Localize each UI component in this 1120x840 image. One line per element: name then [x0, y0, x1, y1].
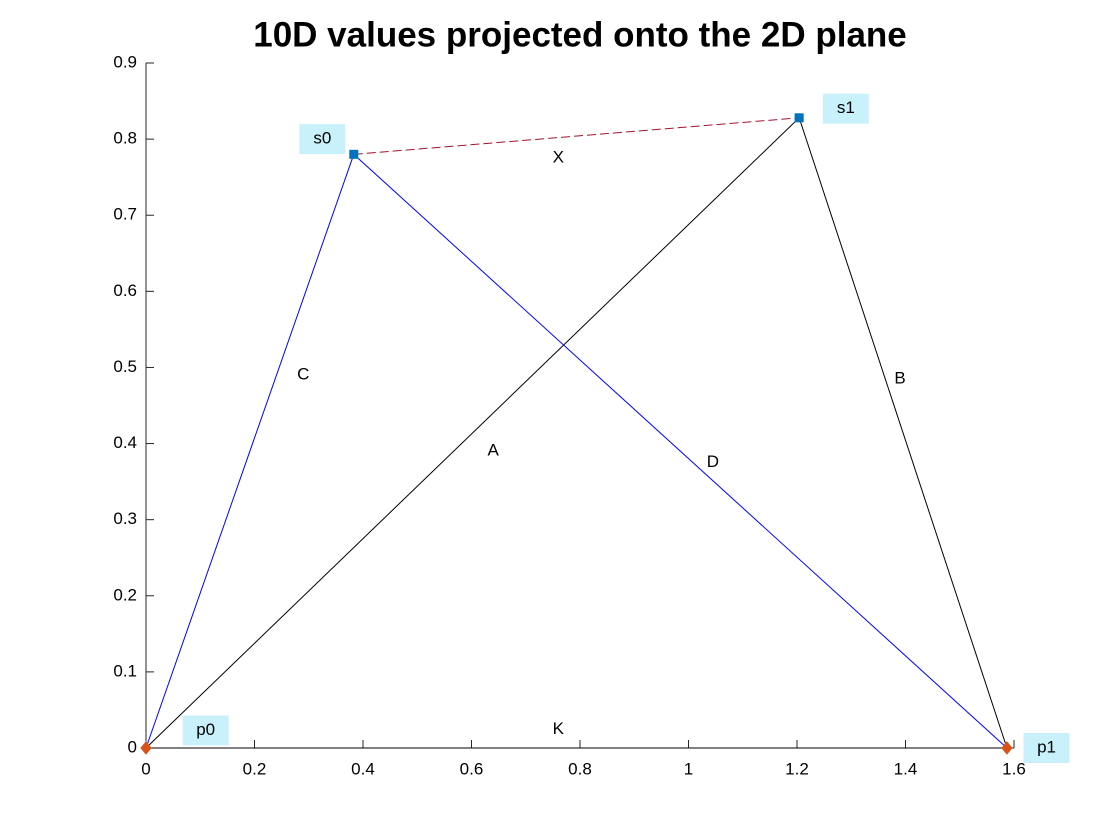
point-label-box	[182, 715, 229, 746]
point-marker	[349, 149, 359, 159]
y-tick-label: 0.8	[113, 129, 137, 148]
x-tick-label: 1	[684, 759, 693, 778]
segment-label: A	[488, 441, 500, 460]
segment-label: X	[553, 148, 564, 167]
x-tick-label: 0.6	[460, 759, 484, 778]
point-marker	[1001, 741, 1013, 755]
point-label-box	[1023, 733, 1070, 763]
segment	[798, 117, 1008, 749]
x-tick-label: 1.6	[1002, 759, 1026, 778]
y-tick-label: 0.5	[113, 357, 137, 376]
point-marker	[140, 741, 152, 755]
segment-label: D	[707, 452, 719, 471]
y-tick-label: 0	[128, 737, 137, 756]
y-tick-label: 0.6	[113, 281, 137, 300]
chart-title: 10D values projected onto the 2D plane	[253, 15, 907, 54]
point-label: s1	[837, 98, 855, 117]
x-tick-label: 0	[141, 759, 150, 778]
y-tick-label: 0.3	[113, 509, 137, 528]
x-tick-label: 0.4	[351, 759, 375, 778]
x-tick-label: 0.2	[243, 759, 267, 778]
segment	[353, 117, 800, 155]
point-marker	[794, 113, 804, 123]
point-label-box	[822, 93, 869, 124]
x-tick-label: 0.8	[568, 759, 592, 778]
x-tick-label: 1.4	[894, 759, 918, 778]
point-label-box	[299, 124, 346, 155]
y-tick-label: 0.1	[113, 661, 137, 680]
segment-label: C	[297, 365, 309, 384]
segment	[145, 117, 800, 749]
point-label: p0	[196, 720, 215, 739]
y-tick-label: 0.7	[113, 205, 137, 224]
segment	[353, 153, 1008, 749]
point-label: p1	[1037, 737, 1056, 756]
y-tick-label: 0.9	[113, 52, 137, 71]
y-tick-label: 0.2	[113, 585, 137, 604]
segment	[145, 154, 355, 749]
x-tick-label: 1.2	[785, 759, 809, 778]
y-tick-label: 0.4	[113, 433, 137, 452]
point-label: s0	[313, 129, 331, 148]
segment-label: B	[894, 368, 905, 387]
segment-label: K	[553, 719, 565, 738]
